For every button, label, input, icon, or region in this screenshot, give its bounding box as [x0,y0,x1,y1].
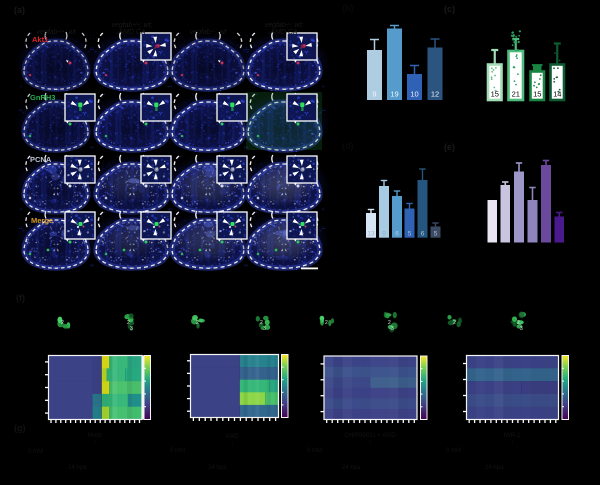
svg-text:2: 2 [388,320,391,326]
svg-text:(a): (a) [14,5,25,15]
svg-text:13: 13 [367,231,375,238]
svg-text:15: 15 [533,90,541,99]
svg-text:PCNA: PCNA [30,155,52,164]
svg-text:15: 15 [491,90,499,99]
svg-text:AMD: AMD [225,434,239,440]
svg-text:CHIR99021 + AMD: CHIR99021 + AMD [344,433,396,439]
svg-text:10: 10 [410,90,418,99]
svg-text:2: 2 [260,320,263,326]
svg-text:6: 6 [395,231,399,238]
svg-text:2: 2 [325,320,328,326]
svg-text:Mock: Mock [88,433,103,439]
svg-text:AMD CA: AMD CA [117,29,146,36]
svg-text:24 hpa: 24 hpa [485,465,504,471]
svg-text:↑: ↑ [94,440,97,446]
svg-text:(b): (b) [342,3,354,13]
svg-text:(g): (g) [14,423,26,433]
svg-text:0 mM: 0 mM [170,448,185,454]
svg-text:0 mM: 0 mM [446,448,461,454]
svg-text:↑: ↑ [369,440,372,446]
svg-text:GnRH3: GnRH3 [30,93,55,102]
svg-text:3: 3 [520,326,523,332]
svg-text:vegfab-/-; wt: vegfab-/-; wt [190,29,228,37]
svg-text:(d): (d) [342,141,354,151]
svg-text:IWR-1: IWR-1 [504,433,522,439]
svg-text:24 hpa: 24 hpa [342,465,361,471]
svg-text:9: 9 [382,231,386,238]
svg-text:(e): (e) [444,142,455,152]
svg-text:3: 3 [130,326,133,332]
svg-text:9: 9 [372,90,376,99]
svg-text:24 hpa: 24 hpa [208,465,227,471]
svg-text:Merge: Merge [31,216,53,225]
svg-text:↑: ↑ [511,440,514,446]
svg-text:0 mM: 0 mM [28,449,43,455]
svg-text:3: 3 [391,326,394,332]
svg-text:5: 5 [434,231,438,238]
svg-text:(f): (f) [16,293,25,303]
svg-text:2: 2 [517,320,520,326]
svg-text:2: 2 [196,320,199,326]
svg-text:(c): (c) [444,4,455,14]
svg-text:Akt1: Akt1 [32,35,48,44]
svg-text:14: 14 [553,90,561,99]
svg-text:6: 6 [421,231,425,238]
svg-text:12: 12 [431,90,439,99]
svg-text:5: 5 [408,231,412,238]
svg-text:3: 3 [263,326,266,332]
svg-text:↑: ↑ [231,441,234,447]
svg-text:19: 19 [390,90,398,99]
svg-text:24 hpa: 24 hpa [68,465,87,471]
svg-text:2: 2 [61,320,64,326]
svg-text:vegfab+/+; wt: vegfab+/+; wt [36,29,76,37]
svg-text:2: 2 [127,320,130,326]
svg-text:vegfab+/+; wt;: vegfab+/+; wt; [111,22,152,30]
svg-text:2: 2 [453,320,456,326]
svg-text:0 mM: 0 mM [307,448,322,454]
svg-text:21: 21 [512,90,520,99]
svg-text:AMD CA: AMD CA [269,29,298,36]
svg-text:vegfab-/-; wt;: vegfab-/-; wt; [265,22,304,30]
